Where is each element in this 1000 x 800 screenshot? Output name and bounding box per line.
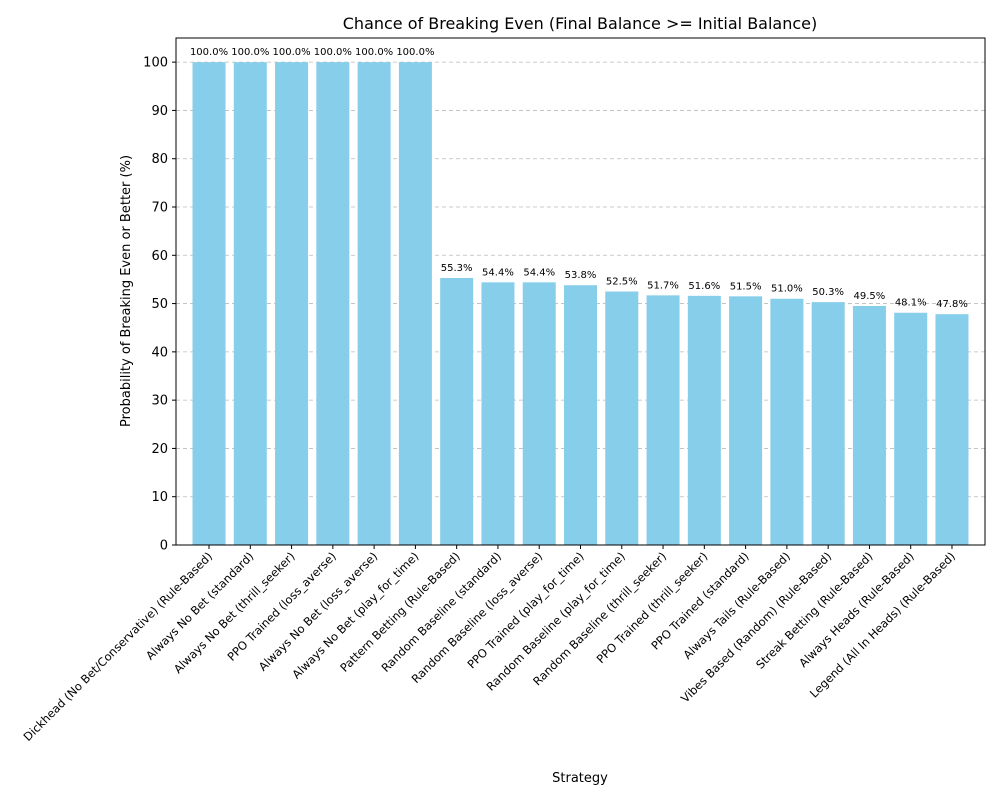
y-tick-label: 0 <box>160 539 168 554</box>
data-label: 100.0% <box>396 47 434 58</box>
bar <box>522 282 556 545</box>
data-label: 49.5% <box>854 291 886 302</box>
bar <box>275 62 309 546</box>
y-tick-label: 90 <box>151 104 168 119</box>
y-tick-label: 20 <box>151 442 168 457</box>
bars <box>192 62 969 546</box>
data-label: 53.8% <box>565 270 597 281</box>
data-label: 100.0% <box>273 47 311 58</box>
data-label: 48.1% <box>895 298 927 309</box>
x-tick-label: Legend (All In Heads) (Rule-Based) <box>807 549 958 700</box>
bar <box>646 295 680 545</box>
bar <box>811 302 845 545</box>
bar <box>316 62 350 546</box>
data-labels: 100.0% 100.0% 100.0% 100.0% 100.0% 100.0%55.3… <box>190 47 968 310</box>
x-axis-ticks: Dickhead (No Bet/Conservative) (Rule-Bas… <box>20 545 958 744</box>
data-label: 54.4% <box>523 267 555 278</box>
data-label: 100.0% <box>355 47 393 58</box>
data-label: 50.3% <box>812 287 844 298</box>
bar <box>687 295 721 545</box>
bar <box>729 296 763 545</box>
data-label: 51.7% <box>647 280 679 291</box>
data-label: 100.0% <box>314 47 352 58</box>
bar <box>852 305 886 545</box>
y-tick-label: 40 <box>151 345 168 360</box>
y-tick-label: 80 <box>151 152 168 167</box>
bar <box>233 62 267 546</box>
bar <box>357 62 391 546</box>
data-label: 51.6% <box>688 281 720 292</box>
y-tick-label: 10 <box>151 490 168 505</box>
y-tick-label: 60 <box>151 249 168 264</box>
x-tick-label: Vibes Based (Random) (Rule-Based) <box>678 549 834 705</box>
data-label: 100.0% <box>231 47 269 58</box>
data-label: 47.8% <box>936 299 968 310</box>
data-label: 52.5% <box>606 277 638 288</box>
y-tick-label: 100 <box>143 56 168 71</box>
bar <box>440 277 474 545</box>
data-label: 51.0% <box>771 284 803 295</box>
bar <box>605 291 639 545</box>
x-tick-label: Dickhead (No Bet/Conservative) (Rule-Bas… <box>20 549 215 744</box>
grid-lines <box>176 61 985 546</box>
data-label: 54.4% <box>482 267 514 278</box>
y-axis-ticks: 0 10 20 30 40 50 60 70 80 90 100 <box>143 56 176 554</box>
data-label: 51.5% <box>730 281 762 292</box>
bar <box>770 298 804 545</box>
data-label: 100.0% <box>190 47 228 58</box>
y-tick-label: 70 <box>151 201 168 216</box>
y-tick-label: 30 <box>151 394 168 409</box>
bar <box>935 314 969 545</box>
bar <box>398 62 432 546</box>
bar <box>563 285 598 545</box>
bar <box>192 62 226 546</box>
x-axis-label: Strategy <box>552 771 608 786</box>
bar <box>894 312 928 545</box>
chart-title: Chance of Breaking Even (Final Balance >… <box>343 14 818 33</box>
data-label: 55.3% <box>441 263 473 274</box>
y-tick-label: 50 <box>151 297 168 312</box>
bar <box>481 282 515 545</box>
y-axis-label: Probability of Breaking Even or Better (… <box>119 155 134 427</box>
